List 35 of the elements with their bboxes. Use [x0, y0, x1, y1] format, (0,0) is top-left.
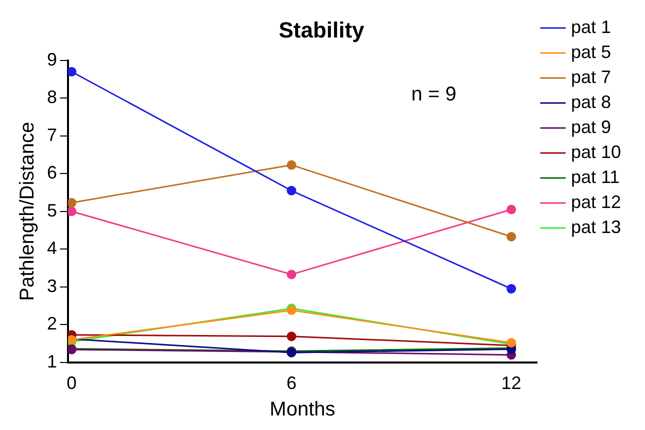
chart-title: Stability	[278, 17, 366, 42]
point	[506, 284, 516, 294]
y-tick-label: 3	[46, 276, 58, 296]
legend-label: pat 11	[570, 166, 620, 187]
y-tick-label: 1	[46, 351, 58, 372]
legend-label: pat 10	[570, 142, 621, 162]
x-tick-label: 6	[286, 373, 296, 394]
annotation: n = 9	[411, 83, 456, 106]
legend-label: pat 1	[570, 16, 611, 37]
legend-label: pat 12	[570, 192, 621, 212]
legend-label: pat 8	[570, 92, 611, 112]
point	[286, 270, 296, 280]
y-tick-label: 8	[46, 87, 58, 108]
legend-label: pat 7	[570, 66, 611, 87]
y-tick-label: 6	[46, 162, 58, 183]
y-tick-label: 2	[46, 314, 58, 334]
y-tick-label: 4	[46, 238, 58, 258]
point	[68, 198, 76, 208]
x-tick-label: 0	[66, 373, 77, 394]
legend-label: pat 5	[570, 42, 611, 62]
point	[68, 206, 76, 216]
x-axis-title: Months	[270, 398, 336, 421]
legend-label: pat 13	[570, 216, 621, 237]
point	[68, 66, 76, 76]
point	[506, 204, 516, 214]
y-axis-title: Pathlength/Distance	[16, 122, 39, 301]
y-tick-label: 9	[46, 49, 58, 70]
x-tick-label: 12	[501, 373, 522, 394]
point	[506, 232, 516, 242]
legend-label: pat 9	[570, 116, 611, 137]
point	[286, 186, 296, 196]
y-tick-label: 5	[46, 200, 58, 220]
y-tick-label: 7	[46, 124, 58, 145]
point	[286, 160, 296, 170]
point	[286, 332, 296, 342]
